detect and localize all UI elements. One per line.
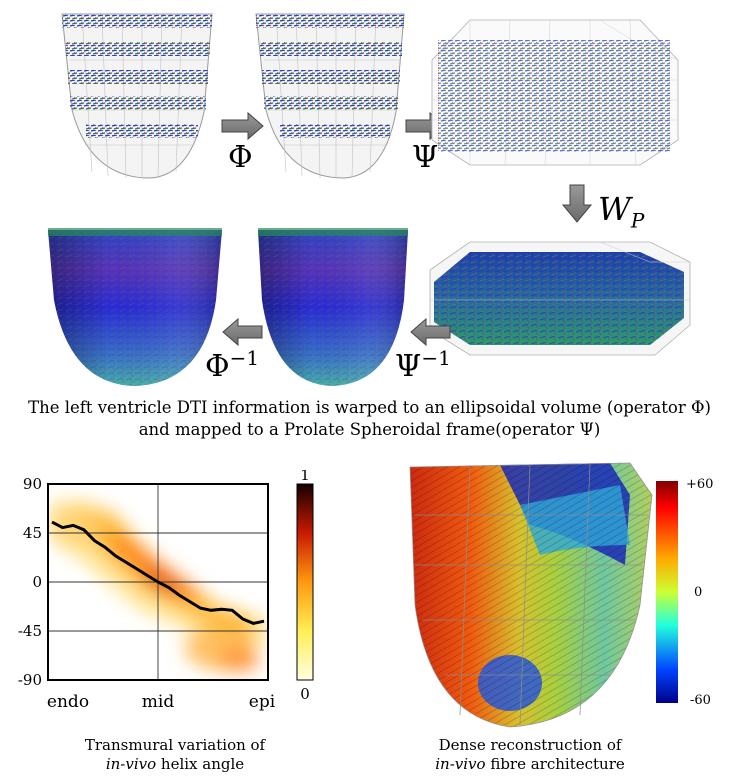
helix-angle-chart: 90 45 0 -45 -90 endo mid epi 1 0 bbox=[18, 470, 314, 712]
fibre-caption-line1: Dense reconstruction of bbox=[438, 736, 622, 754]
fibre-caption: Dense reconstruction of in-vivo fibre ar… bbox=[400, 736, 660, 774]
prolate-volume-sparse bbox=[431, 19, 679, 166]
operator-phi: Φ bbox=[228, 140, 253, 175]
operator-phi-inverse-main: Φ bbox=[205, 349, 230, 384]
pipeline-figure bbox=[48, 13, 691, 386]
x-tick-labels: endo mid epi bbox=[47, 692, 276, 712]
operator-psi-inverse-main: Ψ bbox=[395, 349, 422, 384]
helix-caption: Transmural variation of in-vivo helix an… bbox=[40, 736, 310, 774]
helix-caption-rest: helix angle bbox=[156, 755, 245, 773]
y-tick-label: -45 bbox=[18, 622, 42, 640]
operator-wp-sub: P bbox=[630, 208, 645, 233]
x-tick-label: mid bbox=[142, 692, 175, 712]
x-tick-label: endo bbox=[47, 692, 89, 712]
pipeline-caption-line2: and mapped to a Prolate Spheroidal frame… bbox=[138, 420, 601, 439]
operator-wp-main: W bbox=[598, 190, 631, 228]
arrow-down-icon bbox=[561, 184, 593, 223]
y-tick-label: -90 bbox=[18, 671, 42, 689]
y-tick-label: 90 bbox=[23, 475, 42, 493]
lv-mesh-sparse-1 bbox=[61, 13, 213, 179]
helix-colorbar bbox=[296, 483, 314, 681]
fibre-reconstruction-figure: +60 0 -60 bbox=[409, 462, 713, 728]
prolate-volume-dense bbox=[429, 241, 691, 356]
fibre-colorbar bbox=[656, 481, 678, 703]
fibre-heart-model bbox=[409, 462, 653, 728]
operator-psi-inverse-sup: −1 bbox=[421, 346, 451, 370]
helix-colorbar-min: 0 bbox=[300, 685, 310, 703]
pipeline-caption-line1: The left ventricle DTI information is wa… bbox=[28, 398, 711, 417]
helix-caption-line1: Transmural variation of bbox=[84, 736, 266, 754]
y-tick-label: 45 bbox=[23, 524, 42, 542]
lv-dense-2 bbox=[258, 228, 408, 386]
lv-dense-1 bbox=[48, 228, 222, 386]
arrow-left-icon bbox=[410, 317, 451, 347]
arrow-left-icon bbox=[222, 317, 263, 347]
operator-phi-inverse-sup: −1 bbox=[229, 346, 260, 370]
arrow-right-icon bbox=[221, 111, 264, 141]
fibre-caption-line2: in-vivo fibre architecture bbox=[400, 755, 660, 774]
helix-caption-line2: in-vivo helix angle bbox=[40, 755, 310, 774]
fibre-colorbar-mid: 0 bbox=[694, 585, 702, 600]
fibre-colorbar-bottom: -60 bbox=[690, 693, 711, 708]
helix-mean-line bbox=[51, 520, 265, 625]
helix-colorbar-max: 1 bbox=[300, 470, 310, 484]
operator-phi-inverse: Φ−1 bbox=[205, 346, 259, 384]
y-tick-labels: 90 45 0 -45 -90 bbox=[18, 475, 42, 689]
helix-caption-italic: in-vivo bbox=[105, 755, 157, 773]
operator-wp: WP bbox=[598, 190, 644, 232]
heatmap-frame bbox=[47, 483, 269, 681]
x-tick-label: epi bbox=[249, 692, 276, 712]
y-tick-label: 0 bbox=[32, 573, 42, 591]
operator-psi-inverse: Ψ−1 bbox=[395, 346, 451, 384]
fibre-caption-italic: in-vivo bbox=[435, 755, 486, 773]
lv-mesh-sparse-2 bbox=[255, 13, 405, 179]
operator-psi: Ψ bbox=[412, 140, 439, 175]
fibre-caption-rest: fibre architecture bbox=[485, 755, 625, 773]
fibre-colorbar-top: +60 bbox=[686, 477, 713, 492]
